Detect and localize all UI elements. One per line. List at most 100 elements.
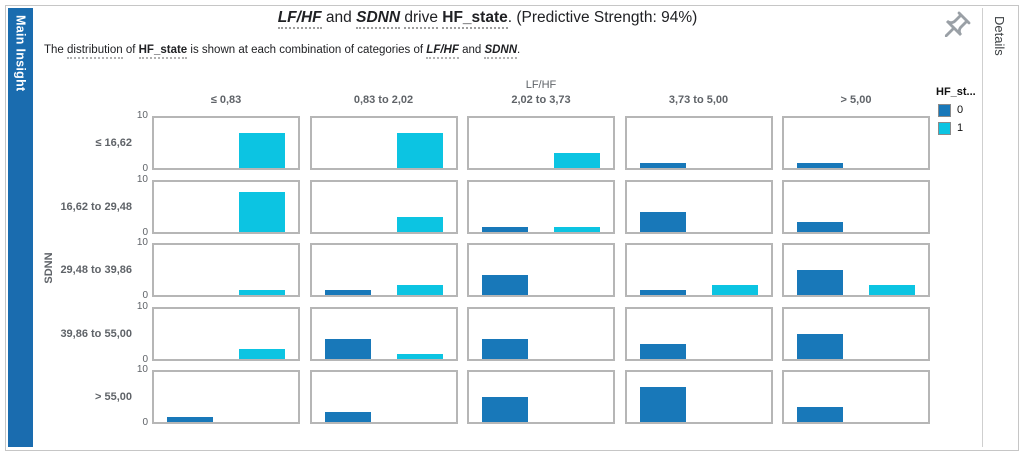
page-title: LF/HF and SDNN drive HF_state. (Predicti… [40,9,935,29]
facet-panel [152,306,300,361]
title-term-lfhf: LF/HF [277,9,322,29]
bar-hf-state-0[interactable] [482,338,528,359]
title-term-sdnn: SDNN [356,9,401,29]
facet-panel [782,243,930,297]
bar-hf-state-1[interactable] [396,216,443,232]
y-axis-tick-zero: 0 [142,417,148,428]
facet-panel [152,179,300,234]
bar-hf-state-1[interactable] [239,133,285,168]
bar-hf-state-0[interactable] [797,333,843,359]
facet-panel [152,116,300,170]
title-term-drive: drive [404,9,438,29]
bar-hf-state-0[interactable] [639,211,686,232]
bar-hf-state-0[interactable] [797,221,843,232]
x-axis-group-title: LF/HF [525,79,557,91]
y-axis-tick-max: 10 [136,237,148,248]
bar-hf-state-0[interactable] [639,290,686,295]
bar-hf-state-1[interactable] [239,290,285,295]
y-axis-group-title: SDNN [43,252,55,284]
facet-row-header: ≤ 16,62 [95,137,132,149]
bar-hf-state-1[interactable] [711,285,758,295]
legend-title: HF_st... [936,86,976,98]
facet-row-header: 29,48 to 39,86 [60,264,132,276]
facet-panel [782,179,930,234]
main-insight-tab[interactable]: Main Insight [8,8,33,447]
bar-hf-state-0[interactable] [324,412,371,422]
facet-panel [467,179,615,234]
details-panel-toggle[interactable]: Details [982,8,1016,447]
subtitle-text: and [458,44,485,56]
facet-row-header: 16,62 to 29,48 [60,200,132,213]
legend-swatch-1 [938,122,951,135]
subtitle-text: of [122,44,139,56]
facet-panel [309,306,458,361]
bar-hf-state-0[interactable] [797,270,843,295]
facet-column-header: > 5,00 [840,94,872,106]
title-term-hf-state: HF_state [442,9,508,29]
pin-icon[interactable] [938,10,974,46]
facet-column-header: ≤ 0,83 [210,94,242,106]
facet-panel [782,116,930,170]
facet-column-header: 2,02 to 3,73 [511,94,571,106]
bar-hf-state-1[interactable] [554,153,600,168]
bar-hf-state-0[interactable] [797,163,843,168]
bar-hf-state-0[interactable] [482,275,528,295]
facet-panel [467,243,615,297]
y-axis-tick-zero: 0 [142,353,148,365]
subtitle-term-sdnn: SDNN [484,44,518,59]
y-axis-tick-max: 10 [136,300,148,312]
bar-hf-state-0[interactable] [639,387,686,422]
facet-panel [152,370,300,424]
facet-panel [624,243,773,297]
facet-panel [467,370,615,424]
title-text: and [321,9,357,26]
page-subtitle: The distribution of HF_state is shown at… [44,44,521,59]
y-axis-tick-zero: 0 [142,163,148,174]
bar-hf-state-1[interactable] [239,191,285,232]
y-axis-tick-max: 10 [136,173,148,185]
legend-label-1: 1 [957,122,964,134]
y-axis-tick-max: 10 [136,110,148,121]
title-predictive-strength: . (Predictive Strength: 94%) [507,9,698,26]
facet-panel [624,116,773,170]
facet-panel [152,243,300,297]
facet-panel [309,243,458,297]
bar-hf-state-0[interactable] [324,290,371,295]
bar-hf-state-0[interactable] [639,343,686,359]
bar-hf-state-1[interactable] [396,133,443,168]
bar-hf-state-1[interactable] [239,348,285,359]
details-panel-label: Details [992,16,1007,56]
facet-panel [624,179,773,234]
subtitle-term-distribution: distribution [67,44,123,59]
bar-hf-state-1[interactable] [554,226,600,232]
y-axis-tick-zero: 0 [142,290,148,301]
bar-hf-state-1[interactable] [396,285,443,295]
subtitle-text: . [517,44,521,56]
facet-panel [467,116,615,170]
bar-hf-state-1[interactable] [396,353,443,359]
facet-panel [309,116,458,170]
bar-hf-state-1[interactable] [869,285,915,295]
facet-row-header: 39,86 to 55,00 [60,327,132,340]
bar-hf-state-0[interactable] [324,338,371,359]
subtitle-term-hf-state: HF_state [138,44,188,59]
facet-column-header: 0,83 to 2,02 [353,94,414,106]
facet-column-header: 3,73 to 5,00 [668,94,729,106]
subtitle-text: The [44,44,68,56]
bar-hf-state-0[interactable] [167,417,213,422]
facet-panel [467,306,615,361]
facet-panel [624,370,773,424]
y-axis-tick-zero: 0 [142,226,148,238]
bar-hf-state-0[interactable] [797,407,843,422]
bar-hf-state-0[interactable] [482,226,528,232]
facet-row-header: > 55,00 [94,391,132,403]
bar-hf-state-0[interactable] [639,163,686,168]
facet-panel [782,370,930,424]
facet-panel [782,306,930,361]
facet-panel [309,179,458,234]
bar-hf-state-0[interactable] [482,397,528,422]
subtitle-term-lfhf: LF/HF [426,44,459,59]
main-insight-tab-label: Main Insight [13,15,28,92]
legend-swatch-0 [938,104,951,117]
